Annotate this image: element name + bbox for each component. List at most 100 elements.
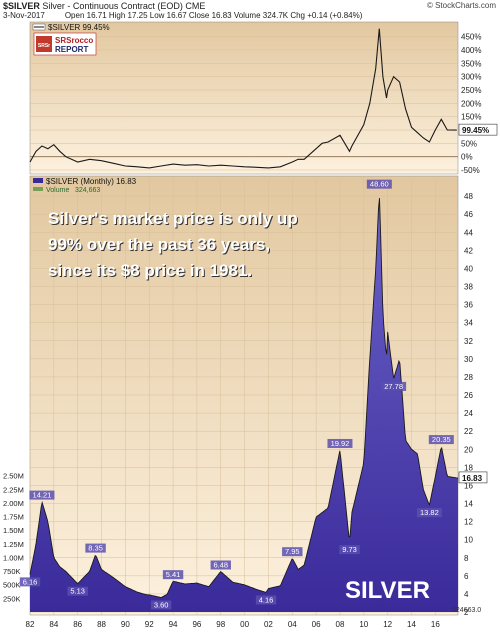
- logo-badge: [36, 36, 52, 52]
- bottom-y-tick-label: 28: [464, 373, 473, 382]
- point-label-bg: [255, 595, 277, 605]
- top-y-tick-label: 450%: [461, 33, 481, 42]
- point-label-bg: [29, 490, 55, 500]
- volume-y-tick-label: 1.75M: [3, 513, 24, 522]
- top-y-tick-label: 150%: [461, 113, 481, 122]
- annotation-line-1-shadow: Silver's market price is only up: [49, 210, 299, 229]
- point-label-bg: [67, 586, 88, 596]
- bottom-y-tick-label: 30: [464, 355, 473, 364]
- bottom-y-tick-label: 44: [464, 228, 473, 237]
- bottom-y-tick-label: 38: [464, 283, 473, 292]
- annotation-line-3-shadow: since its $8 price in 1981.: [49, 262, 253, 281]
- point-label: 7.95: [285, 547, 300, 556]
- bottom-y-tick-label: 42: [464, 246, 473, 255]
- srsrocco-logo: SRSr SRSrocco REPORT: [33, 32, 97, 56]
- volume-y-tick-label: 750K: [3, 567, 21, 576]
- annotation-text: Silver's market price is only up Silver'…: [48, 209, 299, 281]
- top-gridlines: [30, 36, 458, 171]
- silver-big-label: SILVER: [345, 577, 430, 604]
- x-tick-label: 94: [169, 620, 178, 629]
- point-label-bg: [366, 179, 392, 189]
- point-label-bg: [210, 560, 231, 570]
- x-tick-label: 82: [26, 620, 35, 629]
- top-last-value: 99.45%: [458, 123, 498, 136]
- volume-legend-value: 324,663: [75, 187, 100, 194]
- volume-y-tick-label: 2.25M: [3, 485, 24, 494]
- bottom-y-tick-label: 2: [464, 608, 469, 617]
- volume-y-tick-label: 500K: [3, 581, 21, 590]
- x-tick-label: 14: [407, 620, 416, 629]
- price-legend-swatch: [33, 178, 43, 183]
- x-tick-label: 06: [312, 620, 321, 629]
- x-tick-label: 00: [240, 620, 249, 629]
- exchange-label: CME: [185, 1, 206, 11]
- bottom-y-tick-label: 32: [464, 337, 473, 346]
- x-tick-label: 90: [121, 620, 130, 629]
- volume-y-tick-label: 2.50M: [3, 472, 24, 481]
- x-tick-label: 08: [336, 620, 345, 629]
- top-y-tick-label: 250%: [461, 86, 481, 95]
- top-y-tick-label: 400%: [461, 46, 481, 55]
- volume-last-value: 324663.0: [452, 607, 481, 614]
- bottom-y-tick-label: 46: [464, 210, 473, 219]
- point-label: 48.60: [370, 180, 389, 189]
- point-label-bg: [19, 577, 41, 587]
- x-tick-label: 98: [216, 620, 225, 629]
- logo-badge-text: SRSr: [38, 43, 50, 49]
- point-label: 27.78: [384, 382, 403, 391]
- x-tick-label: 88: [97, 620, 106, 629]
- top-legend-label: $SILVER 99.45%: [48, 23, 110, 32]
- price-legend-label: $SILVER (Monthly) 16.83: [46, 177, 137, 186]
- annotation-line-2-shadow: 99% over the past 36 years,: [49, 236, 271, 255]
- volume-y-tick-label: 250K: [3, 594, 21, 603]
- point-label-bg: [381, 381, 407, 391]
- price-line: [29, 198, 458, 598]
- quote-label: Open 16.71 High 17.25 Low 16.67 Close 16…: [64, 11, 363, 20]
- top-y-tick-label: 350%: [461, 59, 481, 68]
- volume-y-tick-label: 1.00M: [3, 553, 24, 562]
- x-tick-label: 02: [264, 620, 273, 629]
- bottom-y-tick-label: 12: [464, 518, 473, 527]
- annotation-line-3: since its $8 price in 1981.: [48, 261, 252, 280]
- point-label-bg: [327, 438, 353, 448]
- annotation-line-1: Silver's market price is only up: [48, 209, 298, 228]
- volume-y-tick-label: 2.00M: [3, 499, 24, 508]
- logo-line1: SRSrocco: [55, 36, 93, 45]
- symbol-label: $SILVER: [3, 1, 40, 11]
- x-tick-label: 10: [359, 620, 368, 629]
- price-area: [30, 198, 458, 612]
- x-tick-label: 16: [431, 620, 440, 629]
- watermark: © StockCharts.com: [426, 1, 496, 10]
- bottom-last-value-box: [458, 471, 488, 484]
- bottom-y-tick-label: 6: [464, 572, 469, 581]
- annotation-line-2: 99% over the past 36 years,: [48, 235, 270, 254]
- logo-line2: REPORT: [55, 45, 88, 54]
- volume-y-tick-label: 1.50M: [3, 526, 24, 535]
- point-label: 5.13: [70, 587, 85, 596]
- top-y-tick-label: -50%: [461, 166, 480, 175]
- top-y-tick-label: 200%: [461, 99, 481, 108]
- point-label: 6.16: [23, 577, 38, 586]
- bottom-y-tick-label: 10: [464, 536, 473, 545]
- top-last-value-text: 99.45%: [462, 126, 489, 135]
- point-label-bg: [416, 508, 442, 518]
- point-labels: 6.16 14.21 5.13 8.35 3.60 5.41 6.48 4.16 7.95 19.…: [19, 179, 454, 610]
- point-label-bg: [150, 600, 172, 610]
- bottom-y-tick-label: 40: [464, 264, 473, 273]
- bottom-legend: $SILVER (Monthly) 16.83 Volume 324,663: [33, 177, 137, 194]
- date-label: 3-Nov-2017: [3, 11, 45, 20]
- x-tick-label: 12: [383, 620, 392, 629]
- volume-y-ticks: 2.50M 2.25M 2.00M 1.75M 1.50M 1.25M 1.00M 750K 5…: [3, 472, 24, 604]
- bottom-y-tick-label: 14: [464, 500, 473, 509]
- point-label-bg: [282, 547, 303, 557]
- x-tick-label: 04: [288, 620, 297, 629]
- point-label: 13.82: [420, 508, 439, 517]
- bottom-y-tick-label: 16: [464, 481, 473, 490]
- bottom-y-tick-label: 8: [464, 554, 469, 563]
- top-y-tick-label: 300%: [461, 73, 481, 82]
- top-y-tick-label: 0%: [461, 153, 473, 162]
- x-tick-label: 96: [192, 620, 201, 629]
- x-tick-label: 92: [145, 620, 154, 629]
